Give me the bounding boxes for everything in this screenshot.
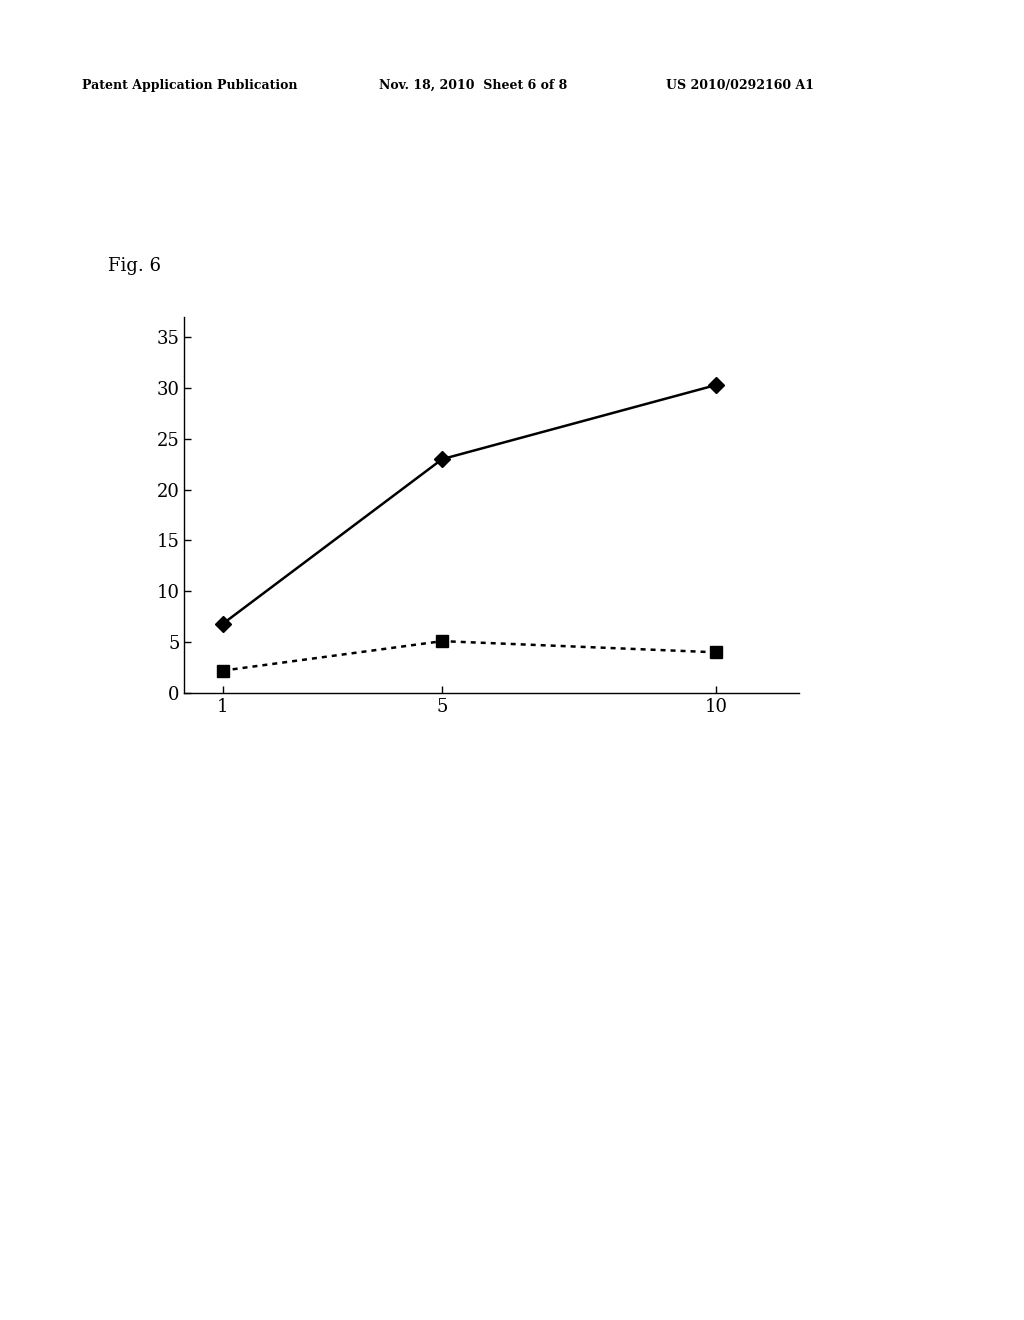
Text: Nov. 18, 2010  Sheet 6 of 8: Nov. 18, 2010 Sheet 6 of 8 [379, 79, 567, 92]
Text: US 2010/0292160 A1: US 2010/0292160 A1 [666, 79, 814, 92]
Text: Patent Application Publication: Patent Application Publication [82, 79, 297, 92]
Text: Fig. 6: Fig. 6 [108, 257, 161, 276]
